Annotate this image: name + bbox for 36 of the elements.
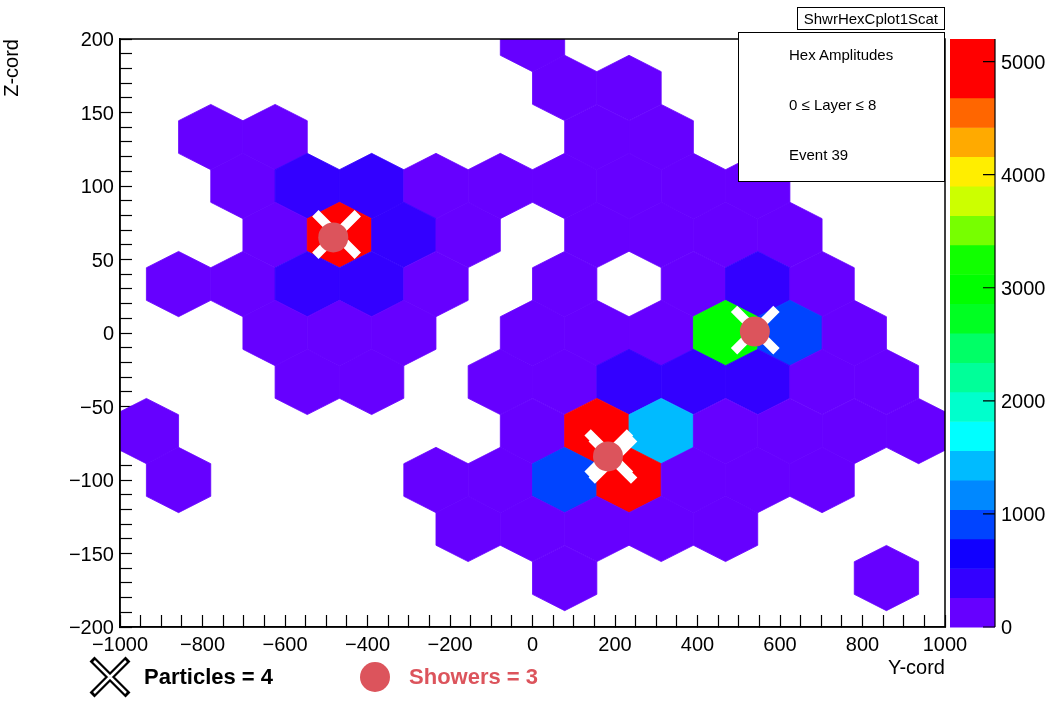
y-tick-label: 50 (91, 248, 114, 271)
y-tick-label: −50 (80, 395, 114, 418)
y-tick-label: 200 (80, 28, 114, 50)
x-axis-title: Y-cord (887, 655, 945, 678)
x-tick-label: −800 (179, 632, 226, 655)
y-tick-label: −100 (68, 469, 114, 491)
color-bar-label: 4000 (1001, 163, 1046, 186)
color-bar-label: 0 (1001, 616, 1013, 638)
annotation: Hex Amplitudes (789, 45, 895, 65)
y-tick-label: 150 (80, 101, 114, 124)
x-tick-label: −600 (262, 632, 308, 655)
label-box: ShwrHexCplot1Scat (796, 7, 945, 30)
point (739, 316, 770, 347)
annotation: 0 ≤ Layer ≤ 8 (789, 95, 878, 115)
legend-label: Particles = 4 (144, 664, 274, 690)
y-tick-label: −150 (68, 542, 114, 565)
x-tick-label: −400 (344, 632, 391, 655)
x-tick-label: 1000 (922, 632, 968, 655)
annotation: Event 39 (789, 145, 850, 165)
y-tick-label: 100 (80, 175, 114, 197)
x-tick-label: 400 (680, 632, 715, 655)
info-box: Hex Amplitudes 0 ≤ Layer ≤ 8 Event 39 (738, 32, 945, 182)
color-bar-label: 3000 (1001, 276, 1046, 299)
point (592, 441, 623, 472)
x-tick-label: 0 (526, 632, 539, 655)
y-tick-label: 0 (102, 322, 114, 344)
color-bar-label: 2000 (1001, 389, 1046, 412)
color-bar-label: 1000 (1001, 502, 1046, 525)
x-tick-label: 200 (598, 632, 632, 655)
y-axis-title: Z-cord (0, 39, 22, 97)
y-tick-label: −200 (68, 616, 114, 638)
color-bar-label: 5000 (1001, 50, 1046, 73)
x-tick-label: −200 (427, 632, 473, 655)
x-tick-label: 800 (845, 632, 880, 655)
x-tick-label: 600 (763, 632, 797, 655)
legend-label: Showers = 3 (409, 664, 539, 690)
